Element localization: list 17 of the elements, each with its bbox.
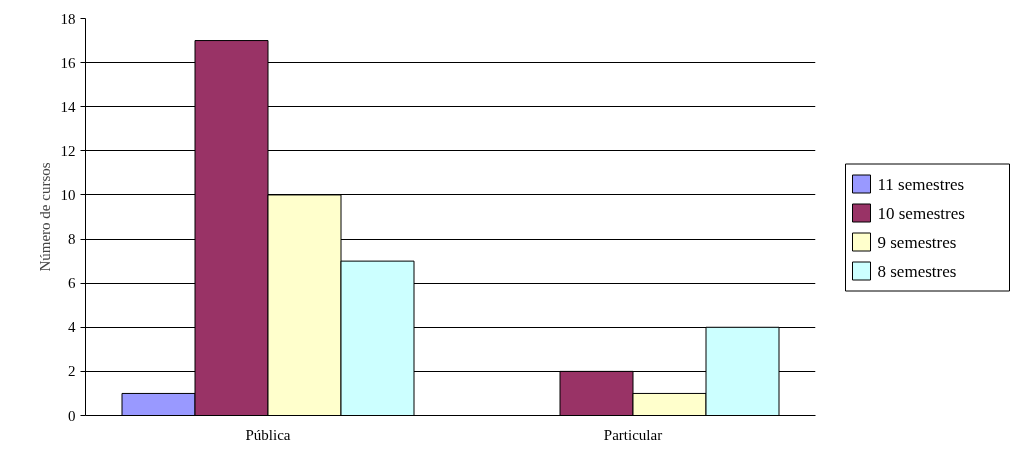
y-tick-label: 12 — [60, 142, 76, 159]
x-tick-label: Pública — [245, 426, 291, 443]
y-tick-label: 10 — [60, 186, 76, 203]
x-tick-label: Particular — [603, 426, 663, 443]
legend-label: 8 semestres — [877, 261, 957, 281]
y-tick-label: 4 — [68, 319, 76, 336]
legend-label: 11 semestres — [877, 174, 965, 194]
legend-label: 9 semestres — [877, 232, 957, 252]
y-tick-label: 8 — [68, 231, 76, 248]
legend-label: 10 semestres — [877, 203, 965, 223]
y-tick-label: 16 — [60, 54, 76, 71]
y-tick-label: 14 — [60, 98, 76, 115]
y-tick-label: 18 — [60, 10, 76, 27]
y-tick-label: 6 — [68, 275, 76, 292]
y-tick-label: 0 — [68, 407, 76, 424]
y-axis-title: Número de cursos — [36, 162, 53, 272]
y-tick-label: 2 — [68, 363, 76, 380]
